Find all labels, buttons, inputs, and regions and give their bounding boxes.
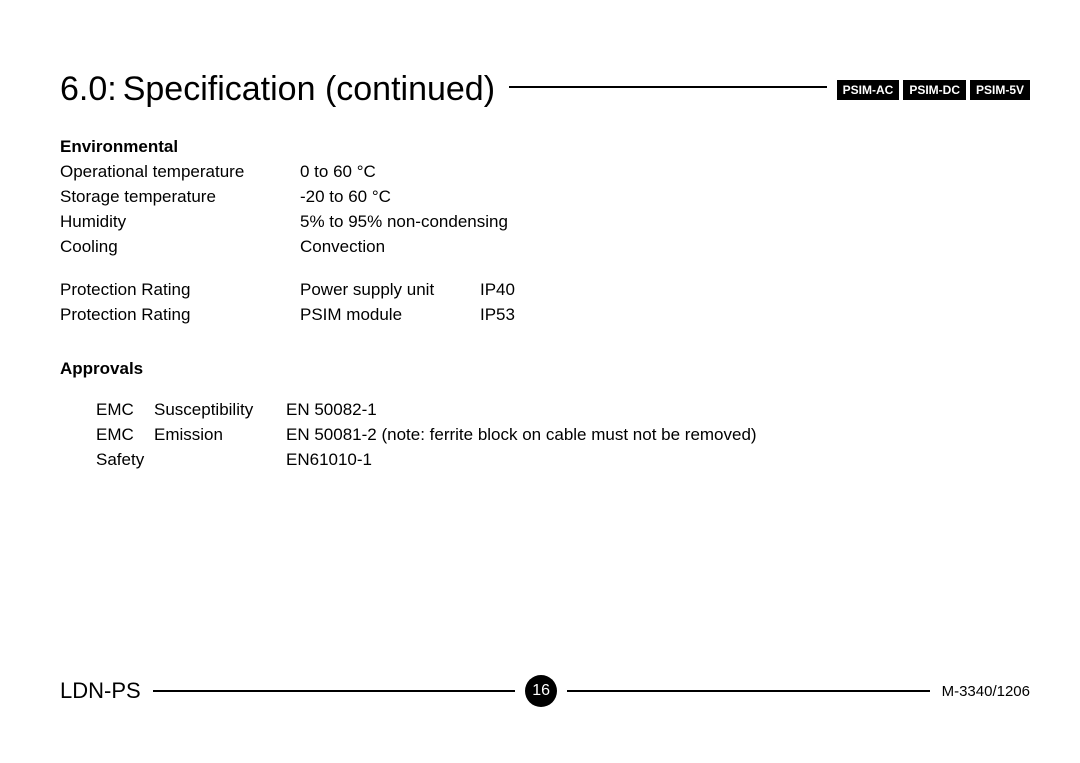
spec-value: 0 to 60 °C <box>300 161 515 186</box>
environmental-table: Operational temperature 0 to 60 °C Stora… <box>60 161 515 329</box>
page-number: 16 <box>532 682 550 700</box>
table-row: Storage temperature -20 to 60 °C <box>60 186 515 211</box>
approval-type: Susceptibility <box>154 399 286 424</box>
spacer <box>60 329 1030 355</box>
approval-cat: Safety <box>96 449 154 474</box>
header-row: 6.0: Specification (continued) PSIM-AC P… <box>60 70 1030 109</box>
section-number: 6.0: <box>60 70 117 109</box>
approval-std: EN61010-1 <box>286 449 757 474</box>
spec-mid: Power supply unit <box>300 279 480 304</box>
spec-label: Humidity <box>60 211 300 236</box>
spec-label: Protection Rating <box>60 304 300 329</box>
spec-value: Convection <box>300 236 515 261</box>
spec-label: Operational temperature <box>60 161 300 186</box>
section-title: Specification (continued) <box>123 70 495 109</box>
approval-cat: EMC <box>96 399 154 424</box>
environmental-heading: Environmental <box>60 137 1030 157</box>
approval-cat: EMC <box>96 424 154 449</box>
spacer <box>60 261 515 279</box>
approval-type: Emission <box>154 424 286 449</box>
footer-rule-right <box>567 690 929 692</box>
badge-row: PSIM-AC PSIM-DC PSIM-5V <box>837 80 1030 100</box>
spec-value: IP40 <box>480 279 515 304</box>
table-row: EMC Susceptibility EN 50082-1 <box>96 399 757 424</box>
approval-std: EN 50081-2 (note: ferrite block on cable… <box>286 424 757 449</box>
table-row: Operational temperature 0 to 60 °C <box>60 161 515 186</box>
spec-value: -20 to 60 °C <box>300 186 515 211</box>
spec-label: Protection Rating <box>60 279 300 304</box>
header-rule <box>509 86 827 88</box>
badge-psim-dc: PSIM-DC <box>903 80 966 100</box>
footer-right: M-3340/1206 <box>942 683 1030 700</box>
table-row: Cooling Convection <box>60 236 515 261</box>
table-row: Safety EN61010-1 <box>96 449 757 474</box>
table-row: Protection Rating Power supply unit IP40 <box>60 279 515 304</box>
footer-rule-left <box>153 690 515 692</box>
footer: LDN-PS 16 M-3340/1206 <box>60 675 1030 707</box>
spec-label: Storage temperature <box>60 186 300 211</box>
badge-psim-ac: PSIM-AC <box>837 80 900 100</box>
spec-mid: PSIM module <box>300 304 480 329</box>
spec-value: 5% to 95% non-condensing <box>300 211 515 236</box>
approval-std: EN 50082-1 <box>286 399 757 424</box>
footer-left: LDN-PS <box>60 678 141 704</box>
spec-label: Cooling <box>60 236 300 261</box>
spec-value: IP53 <box>480 304 515 329</box>
spacer <box>60 383 1030 397</box>
approval-type <box>154 449 286 474</box>
page-number-badge: 16 <box>525 675 557 707</box>
table-row: Protection Rating PSIM module IP53 <box>60 304 515 329</box>
table-row: Humidity 5% to 95% non-condensing <box>60 211 515 236</box>
approvals-table: EMC Susceptibility EN 50082-1 EMC Emissi… <box>96 399 757 474</box>
approvals-heading: Approvals <box>60 359 1030 379</box>
table-row: EMC Emission EN 50081-2 (note: ferrite b… <box>96 424 757 449</box>
badge-psim-5v: PSIM-5V <box>970 80 1030 100</box>
page: 6.0: Specification (continued) PSIM-AC P… <box>0 0 1080 763</box>
